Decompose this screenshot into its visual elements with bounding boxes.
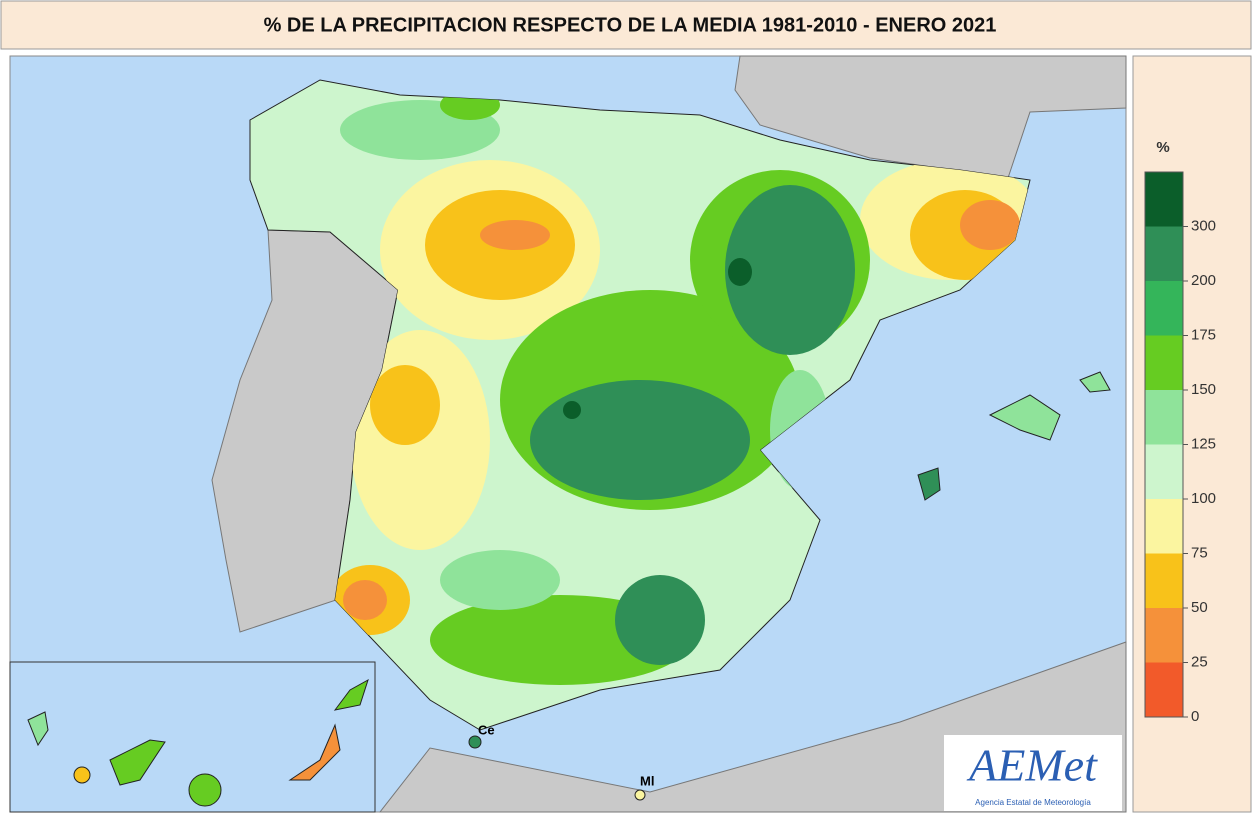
- melilla: [635, 790, 645, 800]
- map-label: Ce: [478, 722, 495, 737]
- legend-title: %: [1156, 139, 1169, 156]
- legend-tick-label: 300: [1191, 217, 1216, 234]
- legend-swatch: [1145, 390, 1183, 445]
- legend-swatch: [1145, 445, 1183, 500]
- legend-swatch: [1145, 227, 1183, 282]
- legend-swatch: [1145, 554, 1183, 609]
- island: [189, 774, 221, 806]
- legend-swatch: [1145, 608, 1183, 663]
- map-figure: % DE LA PRECIPITACION RESPECTO DE LA MED…: [0, 0, 1252, 814]
- ceuta: [469, 736, 481, 748]
- legend-swatch: [1145, 281, 1183, 336]
- legend-swatch: [1145, 172, 1183, 227]
- field: [343, 580, 387, 620]
- legend-tick-label: 100: [1191, 490, 1216, 507]
- legend-swatch: [1145, 663, 1183, 718]
- legend-swatch: [1145, 336, 1183, 391]
- legend-tick-label: 150: [1191, 381, 1216, 398]
- field: [960, 200, 1020, 250]
- map-label: Ml: [640, 773, 654, 788]
- field: [480, 220, 550, 250]
- legend-tick-label: 200: [1191, 272, 1216, 289]
- logo-subtitle: Agencia Estatal de Meteorología: [975, 798, 1091, 807]
- legend-tick-label: 125: [1191, 435, 1216, 452]
- map: Ce Ml AEMet Agencia Estatal de Meteorolo…: [10, 56, 1126, 812]
- field: [370, 365, 440, 445]
- legend-tick-label: 0: [1191, 708, 1199, 725]
- legend-tick-label: 50: [1191, 599, 1208, 616]
- legend-swatch: [1145, 499, 1183, 554]
- field: [728, 258, 752, 286]
- field: [530, 380, 750, 500]
- legend-tick-label: 75: [1191, 544, 1208, 561]
- page: % DE LA PRECIPITACION RESPECTO DE LA MED…: [0, 0, 1252, 814]
- legend-tick-label: 175: [1191, 326, 1216, 343]
- island: [74, 767, 90, 783]
- title: % DE LA PRECIPITACION RESPECTO DE LA MED…: [264, 14, 997, 36]
- field: [563, 401, 581, 419]
- legend-tick-label: 25: [1191, 653, 1208, 670]
- field: [440, 550, 560, 610]
- field: [615, 575, 705, 665]
- logo: AEMet: [966, 740, 1098, 791]
